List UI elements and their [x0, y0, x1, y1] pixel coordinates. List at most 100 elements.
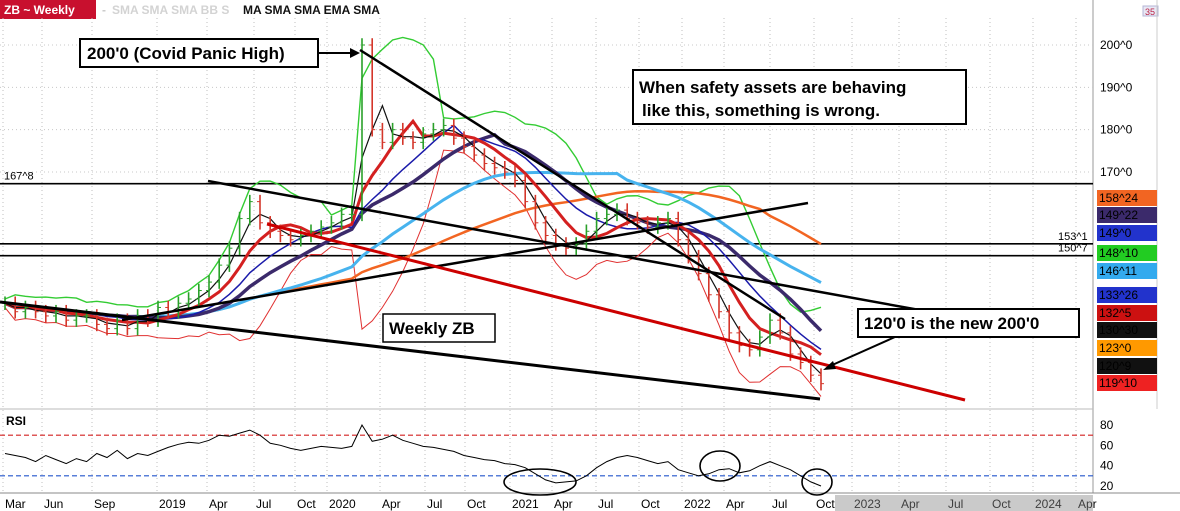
covid-high-arrowhead	[350, 48, 360, 58]
time-tick-label: 2020	[329, 497, 356, 511]
price-tag-text: 149^22	[1099, 208, 1138, 222]
indicator-list-faded[interactable]: SMA SMA SMA BB S	[112, 3, 229, 17]
time-tick-label: Oct	[816, 497, 835, 511]
time-tick-label: Oct	[992, 497, 1011, 511]
time-tick-label: Mar	[5, 497, 26, 511]
new-200-box	[857, 308, 1080, 338]
trendline-red	[266, 222, 966, 402]
price-tags: 158^24 149^22 149^0 148^10 146^11 133^26 132^5…	[1097, 190, 1157, 391]
covid-high-label: 200'0 (Covid Panic High)	[87, 44, 285, 63]
trendline-upper	[207, 179, 926, 313]
future-shade	[835, 495, 1093, 511]
price-tag-text: 132^5	[1099, 306, 1132, 320]
corner-badge-text: 35	[1145, 7, 1155, 17]
rsi-tick-label: 20	[1100, 479, 1114, 493]
time-tick-label: 2022	[684, 497, 711, 511]
covid-high-box	[79, 38, 319, 68]
rsi-tick-label: 60	[1100, 438, 1114, 452]
new-200-label: 120'0 is the new 200'0	[864, 314, 1039, 333]
corner-badge[interactable]	[1142, 5, 1159, 17]
time-tick-label: Apr	[382, 497, 401, 511]
symbol-badge[interactable]	[0, 0, 96, 19]
time-tick-label: Apr	[1078, 497, 1097, 511]
sma-red	[4, 118, 822, 356]
time-tick-label: Apr	[901, 497, 920, 511]
price-tag	[1097, 322, 1157, 338]
price-tag	[1097, 358, 1157, 374]
time-tick-label: Jul	[598, 497, 613, 511]
price-tag	[1097, 287, 1157, 303]
price-tag-text: 120^9	[1099, 359, 1132, 373]
time-tick-label: Jul	[256, 497, 271, 511]
weekly-zb-box	[382, 313, 496, 343]
new-200-arrowhead	[823, 361, 836, 370]
time-tick-label: Sep	[94, 497, 116, 511]
price-tag-text: 148^10	[1099, 246, 1138, 260]
price-bars	[2, 38, 824, 391]
time-tick-label: 2019	[159, 497, 186, 511]
safety-box	[632, 69, 967, 125]
rsi-panel: 80 60 40 20	[0, 418, 1114, 496]
price-tag	[1097, 207, 1157, 223]
time-tick-label: 2024	[1035, 497, 1062, 511]
symbol-label: ZB ~ Weekly	[4, 3, 75, 17]
price-tag	[1097, 245, 1157, 261]
price-tag	[1097, 225, 1157, 241]
bollinger-bands	[4, 36, 822, 397]
safety-line-1: When safety assets are behaving	[639, 78, 906, 97]
price-tick-label: 180^0	[1100, 123, 1133, 137]
trendlines	[0, 48, 966, 402]
header-separator: -	[102, 3, 106, 17]
price-tag	[1097, 375, 1157, 391]
level-label: 167^8	[4, 171, 34, 183]
rsi-tick-label: 40	[1100, 459, 1114, 473]
time-tick-label: Apr	[726, 497, 745, 511]
weekly-zb-label: Weekly ZB	[389, 319, 475, 338]
price-tag-text: 130^30	[1099, 323, 1138, 337]
price-tag	[1097, 263, 1157, 279]
price-tag-text: 119^10	[1099, 376, 1137, 390]
price-tick-label: 170^0	[1100, 165, 1133, 179]
price-tag-text: 133^26	[1099, 288, 1138, 302]
price-tick-label: 190^0	[1100, 80, 1133, 94]
time-tick-label: Oct	[467, 497, 486, 511]
bollinger-lower	[4, 149, 822, 397]
price-tag	[1097, 340, 1157, 356]
time-tick-label: Jul	[427, 497, 442, 511]
trendline-rising	[121, 201, 809, 322]
price-tag	[1097, 190, 1157, 206]
time-tick-label: 2021	[512, 497, 539, 511]
time-tick-label: Jul	[772, 497, 787, 511]
rsi-line	[4, 423, 822, 487]
price-tick-label: 200^0	[1100, 38, 1133, 52]
price-axis: 200^0 190^0 180^0 170^0	[1100, 38, 1133, 179]
time-tick-label: Apr	[209, 497, 228, 511]
rsi-oversold-circle	[699, 450, 741, 482]
price-tag-text: 158^24	[1099, 191, 1138, 205]
time-tick-label: Oct	[297, 497, 316, 511]
trendline-covid	[359, 48, 786, 321]
price-tag-text: 146^11	[1099, 264, 1137, 278]
price-tag-text: 149^0	[1099, 226, 1132, 240]
time-tick-label: Apr	[554, 497, 573, 511]
new-200-arrow	[829, 336, 896, 367]
price-tag	[1097, 305, 1157, 321]
level-label: 150^7	[1058, 243, 1088, 255]
time-axis: Mar Jun Sep 2019 Apr Jul Oct 2020 Apr Jul Oct 2021 A…	[5, 495, 1097, 511]
rsi-oversold-circle	[503, 468, 577, 496]
time-tick-label: Jul	[948, 497, 963, 511]
time-tick-label: 2023	[854, 497, 881, 511]
time-tick-label: Jun	[44, 497, 63, 511]
level-label: 153^1	[1058, 231, 1088, 243]
safety-line-2: like this, something is wrong.	[642, 101, 880, 120]
price-tag-text: 123^0	[1099, 341, 1132, 355]
rsi-tick-label: 80	[1100, 418, 1114, 432]
rsi-label: RSI	[6, 414, 26, 428]
indicator-list[interactable]: MA SMA SMA EMA SMA	[243, 3, 380, 17]
time-tick-label: Oct	[641, 497, 660, 511]
bollinger-upper	[4, 36, 822, 313]
sma-purple	[4, 132, 823, 333]
rsi-oversold-circle	[801, 468, 833, 496]
